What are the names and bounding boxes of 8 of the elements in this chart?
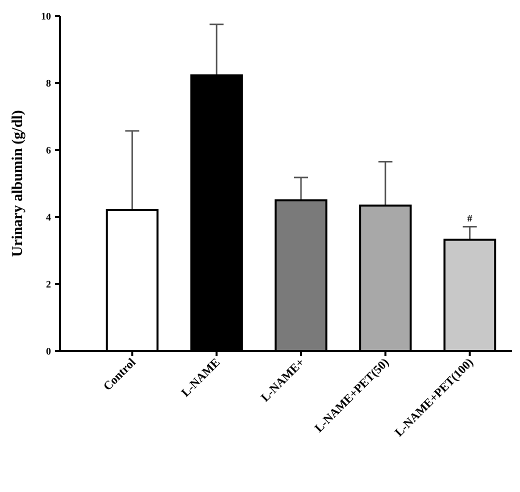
annotation: # (467, 214, 472, 225)
y-tick-label: 2 (46, 280, 51, 290)
y-tick-label: 4 (46, 212, 51, 224)
y-tick-label: 10 (41, 12, 51, 22)
y-axis-title: Urinary albumin (g/dl) (10, 110, 26, 257)
y-tick-label: 8 (46, 78, 51, 90)
y-tick-label: 0 (46, 346, 51, 358)
y-tick-label: 6 (46, 146, 51, 156)
